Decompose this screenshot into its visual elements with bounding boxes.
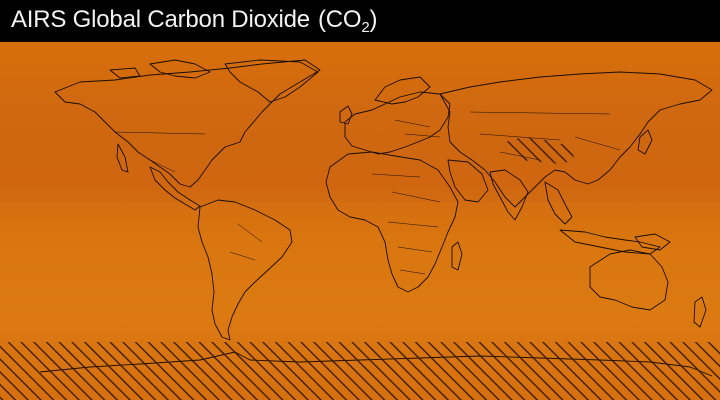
madagascar (451, 241, 463, 271)
europe (344, 91, 451, 155)
southeast-asia (544, 181, 573, 225)
map-title: AIRS Global Carbon Dioxide (CO2) (11, 6, 378, 36)
australia (589, 249, 669, 311)
greenland (224, 59, 319, 103)
africa (325, 151, 459, 293)
co2-field (0, 42, 720, 400)
title-bar: AIRS Global Carbon Dioxide (CO2) (0, 0, 720, 42)
indian-subcontinent (489, 169, 529, 221)
co2-field-shade (0, 132, 720, 202)
central-america (149, 166, 201, 211)
no-data-hatch-tibet (505, 137, 575, 164)
new-zealand (693, 296, 707, 328)
canadian-islands (109, 59, 211, 79)
asia (439, 71, 713, 208)
new-guinea (634, 233, 671, 251)
british-isles (339, 105, 353, 125)
co2-map (0, 42, 720, 400)
indonesia (559, 229, 661, 255)
japan (637, 129, 653, 155)
baja-region (116, 143, 129, 173)
south-america (197, 199, 293, 341)
scandinavia (374, 76, 431, 105)
no-data-hatch-antarctica (0, 342, 720, 400)
arabian-peninsula (447, 159, 489, 203)
